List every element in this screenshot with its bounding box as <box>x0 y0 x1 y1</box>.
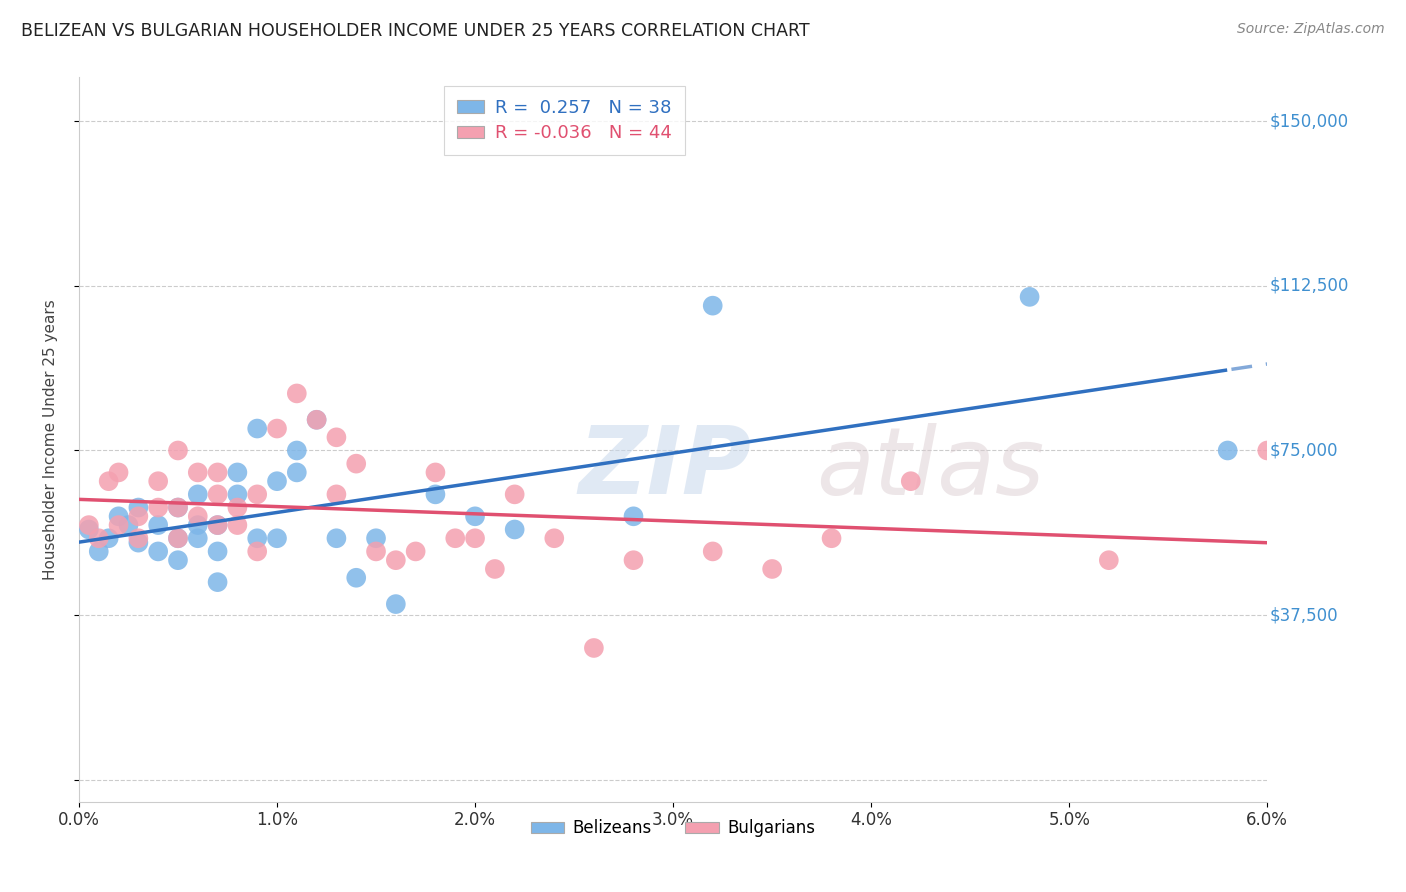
Legend: Belizeans, Bulgarians: Belizeans, Bulgarians <box>524 813 821 844</box>
Point <box>207 518 229 533</box>
Point <box>97 474 120 488</box>
Point <box>207 575 229 590</box>
Point <box>305 413 328 427</box>
Point <box>405 544 427 558</box>
Point <box>187 518 209 533</box>
Point <box>207 544 229 558</box>
Text: Source: ZipAtlas.com: Source: ZipAtlas.com <box>1237 22 1385 37</box>
Point <box>325 487 347 501</box>
Point <box>127 500 149 515</box>
Point <box>1098 553 1121 567</box>
Point <box>385 597 408 611</box>
Point <box>146 500 169 515</box>
Y-axis label: Householder Income Under 25 years: Householder Income Under 25 years <box>44 299 58 580</box>
Point <box>207 466 229 480</box>
Point <box>207 487 229 501</box>
Point <box>325 430 347 444</box>
Point <box>167 531 190 545</box>
Point <box>623 553 645 567</box>
Point <box>246 531 269 545</box>
Point <box>702 299 724 313</box>
Point <box>285 466 308 480</box>
Point <box>97 531 120 545</box>
Point <box>146 474 169 488</box>
Text: ZIP: ZIP <box>578 423 751 515</box>
Point <box>127 531 149 545</box>
Point <box>187 509 209 524</box>
Point <box>464 531 486 545</box>
Point <box>167 443 190 458</box>
Point <box>1018 290 1040 304</box>
Point <box>285 386 308 401</box>
Point <box>187 466 209 480</box>
Point <box>87 544 110 558</box>
Point <box>77 518 100 533</box>
Point <box>207 518 229 533</box>
Point <box>1216 443 1239 458</box>
Point <box>503 523 526 537</box>
Point <box>702 544 724 558</box>
Point <box>246 487 269 501</box>
Point <box>425 466 447 480</box>
Point <box>761 562 783 576</box>
Point <box>87 531 110 545</box>
Text: atlas: atlas <box>815 423 1045 514</box>
Point <box>77 523 100 537</box>
Point <box>167 553 190 567</box>
Point <box>325 531 347 545</box>
Point <box>900 474 922 488</box>
Point <box>820 531 842 545</box>
Point <box>543 531 565 545</box>
Point <box>127 535 149 549</box>
Point <box>127 509 149 524</box>
Point <box>117 518 139 533</box>
Point <box>226 487 249 501</box>
Point <box>305 413 328 427</box>
Text: $37,500: $37,500 <box>1270 606 1339 624</box>
Point <box>344 457 367 471</box>
Point <box>623 509 645 524</box>
Point <box>1256 443 1278 458</box>
Point <box>484 562 506 576</box>
Point <box>107 466 129 480</box>
Point <box>503 487 526 501</box>
Text: BELIZEAN VS BULGARIAN HOUSEHOLDER INCOME UNDER 25 YEARS CORRELATION CHART: BELIZEAN VS BULGARIAN HOUSEHOLDER INCOME… <box>21 22 810 40</box>
Point <box>364 531 387 545</box>
Point <box>167 500 190 515</box>
Point <box>146 544 169 558</box>
Point <box>167 500 190 515</box>
Point <box>364 544 387 558</box>
Point <box>385 553 408 567</box>
Text: $150,000: $150,000 <box>1270 112 1348 130</box>
Point <box>344 571 367 585</box>
Point <box>582 640 605 655</box>
Point <box>266 531 288 545</box>
Point <box>285 443 308 458</box>
Point <box>226 500 249 515</box>
Point <box>107 518 129 533</box>
Text: $112,500: $112,500 <box>1270 277 1348 295</box>
Point <box>246 421 269 435</box>
Point <box>226 518 249 533</box>
Point <box>425 487 447 501</box>
Point <box>444 531 467 545</box>
Point <box>187 487 209 501</box>
Point <box>246 544 269 558</box>
Point <box>464 509 486 524</box>
Point <box>187 531 209 545</box>
Point <box>266 421 288 435</box>
Point <box>266 474 288 488</box>
Point <box>226 466 249 480</box>
Point <box>107 509 129 524</box>
Point <box>146 518 169 533</box>
Text: $75,000: $75,000 <box>1270 442 1339 459</box>
Point <box>167 531 190 545</box>
